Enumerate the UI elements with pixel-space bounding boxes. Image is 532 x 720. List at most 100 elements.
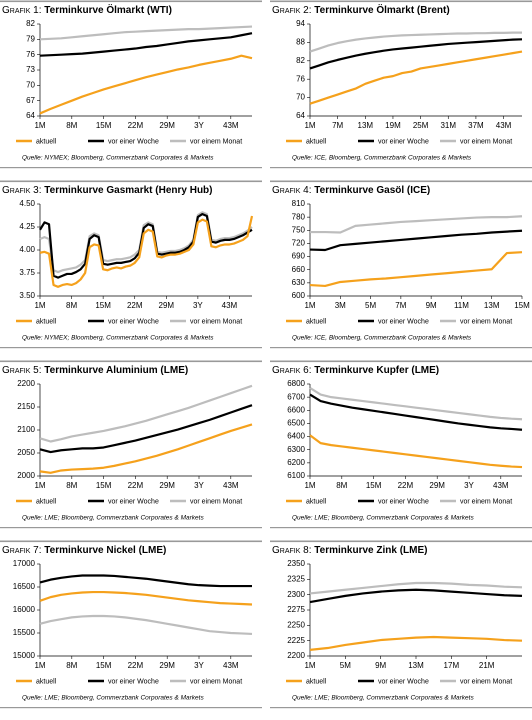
- series-line: [39, 54, 253, 115]
- y-tick-label: 70: [26, 80, 35, 89]
- y-tick-label: 2150: [17, 402, 35, 411]
- y-tick-label: 630: [292, 278, 306, 287]
- y-tick-label: 3.75: [19, 268, 35, 277]
- x-tick-label: 43M: [223, 661, 239, 670]
- chart-source: Quelle: ICE, Bloomberg, Commerzbank Corp…: [292, 335, 472, 342]
- y-tick-label: 15500: [13, 628, 36, 637]
- series-line: [309, 434, 523, 469]
- panel-top-rule: [270, 360, 532, 363]
- legend-item: vor einer Woche: [358, 498, 429, 505]
- series-line: [39, 590, 253, 606]
- series-line: [39, 215, 254, 288]
- x-tick-label: 7M: [395, 301, 406, 310]
- x-tick-label: 1M: [34, 301, 45, 310]
- panel-bottom-rule: [0, 707, 262, 709]
- panel-top-rule: [0, 360, 262, 363]
- chart-number: Grafik 3:: [2, 185, 42, 196]
- y-tick-label: 600: [292, 291, 306, 300]
- panel-bottom-rule: [270, 527, 532, 529]
- y-tick-label: 2350: [287, 559, 305, 568]
- y-tick-label: 4.00: [19, 245, 35, 254]
- legend-item: vor einer Woche: [88, 318, 159, 325]
- y-tick-label: 6400: [287, 432, 305, 441]
- legend-label: aktuell: [36, 318, 57, 325]
- y-tick-label: 16500: [13, 582, 36, 591]
- legend-item: aktuell: [16, 498, 57, 505]
- chart-panel: Grafik 2: Terminkurve Ölmarkt (Brent) 64 7…: [270, 0, 532, 169]
- chart-title-text: Terminkurve Aluminium (LME): [44, 365, 188, 376]
- y-tick-label: 76: [296, 74, 305, 83]
- chart-number: Grafik 4:: [272, 185, 312, 196]
- chart-panel: Grafik 5: Terminkurve Aluminium (LME) 200…: [0, 360, 262, 529]
- x-tick-label: 15M: [514, 301, 530, 310]
- y-tick-label: 2200: [17, 379, 35, 388]
- chart-title-text: Terminkurve Kupfer (LME): [314, 365, 439, 376]
- y-tick-label: 82: [296, 56, 305, 65]
- legend-item: vor einer Woche: [358, 318, 429, 325]
- x-tick-label: 1M: [34, 481, 45, 490]
- legend-label: vor einer Woche: [108, 318, 159, 325]
- x-tick-label: 25M: [413, 121, 429, 130]
- panel-top-rule: [270, 540, 532, 543]
- chart-number: Grafik 7:: [2, 545, 42, 556]
- chart-title: Grafik 8: Terminkurve Zink (LME): [272, 545, 427, 556]
- chart-panel: Grafik 1: Terminkurve Ölmarkt (WTI) 64 67 7…: [0, 0, 262, 169]
- y-tick-label: 780: [292, 212, 306, 221]
- y-tick-label: 2225: [287, 636, 305, 645]
- x-tick-label: 9M: [426, 301, 437, 310]
- legend-item: vor einem Monat: [170, 678, 242, 685]
- chart-title-text: Terminkurve Ölmarkt (WTI): [44, 3, 172, 16]
- chart-number: Grafik 1:: [2, 5, 42, 16]
- y-tick-label: 4.50: [19, 199, 35, 208]
- chart-source: Quelle: NYMEX; Bloomberg, Commerzbank Co…: [22, 155, 214, 162]
- series-line: [309, 251, 523, 288]
- x-tick-label: 15M: [95, 301, 111, 310]
- chart-title: Grafik 4: Terminkurve Gasöl (ICE): [272, 185, 430, 196]
- y-tick-label: 6700: [287, 392, 305, 401]
- series-line: [39, 384, 253, 443]
- y-tick-label: 2300: [287, 590, 305, 599]
- x-tick-label: 37M: [468, 121, 484, 130]
- series-line: [309, 393, 523, 431]
- y-tick-label: 2325: [287, 574, 305, 583]
- panel-top-rule: [270, 0, 532, 3]
- chart-panel: Grafik 8: Terminkurve Zink (LME) 2200 2225…: [270, 540, 532, 709]
- x-tick-label: 11M: [454, 301, 469, 310]
- y-tick-label: 6600: [287, 405, 305, 414]
- chart-number: Grafik 6:: [272, 365, 312, 376]
- x-tick-label: 1M: [304, 301, 315, 310]
- series-line: [39, 614, 253, 636]
- legend-label: vor einer Woche: [378, 318, 429, 325]
- legend-item: vor einer Woche: [88, 498, 159, 505]
- legend-item: vor einer Woche: [88, 678, 159, 685]
- x-tick-label: 13M: [358, 121, 374, 130]
- x-tick-label: 43M: [496, 121, 512, 130]
- legend-item: vor einer Woche: [358, 678, 429, 685]
- chart-source: Quelle: LME; Bloomberg, Commerzbank Corp…: [292, 695, 474, 702]
- legend-label: vor einer Woche: [378, 678, 429, 685]
- y-tick-label: 2050: [17, 448, 35, 457]
- y-tick-label: 810: [292, 199, 306, 208]
- series-line: [309, 635, 523, 651]
- y-tick-label: 64: [26, 111, 35, 120]
- y-tick-label: 17000: [13, 559, 36, 568]
- series-line: [39, 423, 253, 474]
- chart-source: Quelle: LME; Bloomberg, Commerzbank Corp…: [22, 515, 204, 522]
- y-tick-label: 2100: [17, 425, 35, 434]
- series-line: [309, 581, 523, 595]
- x-tick-label: 22M: [128, 121, 144, 130]
- legend-label: vor einem Monat: [460, 318, 512, 325]
- x-tick-label: 43M: [222, 301, 238, 310]
- x-tick-label: 1M: [304, 481, 315, 490]
- legend-label: vor einer Woche: [108, 498, 159, 505]
- legend-item: aktuell: [16, 138, 57, 145]
- y-tick-label: 6100: [287, 471, 305, 480]
- x-tick-label: 15M: [366, 481, 382, 490]
- legend-item: vor einer Woche: [88, 138, 159, 145]
- y-tick-label: 6500: [287, 419, 305, 428]
- x-tick-label: 3Y: [194, 121, 204, 130]
- y-tick-label: 88: [296, 38, 305, 47]
- legend-label: vor einem Monat: [190, 678, 242, 685]
- panel-bottom-rule: [270, 707, 532, 709]
- x-tick-label: 15M: [96, 661, 112, 670]
